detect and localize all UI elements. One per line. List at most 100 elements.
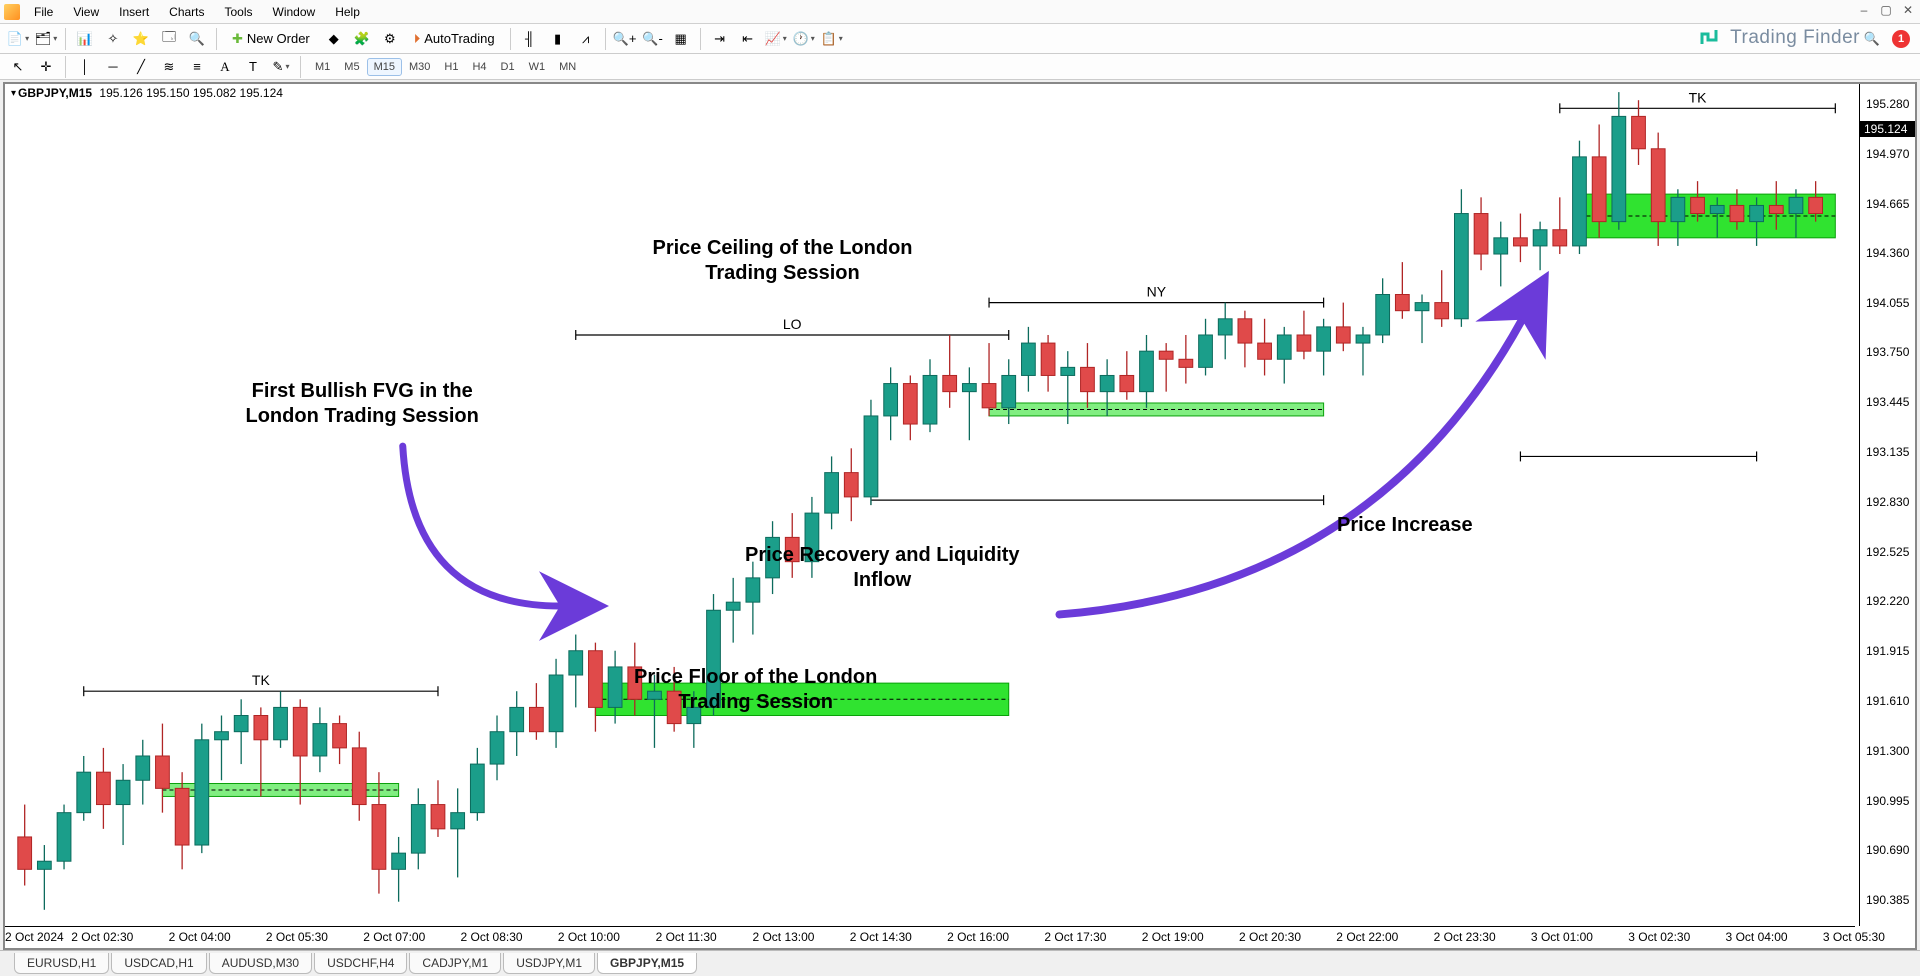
profiles-button[interactable]: 🗂▾ <box>34 27 58 51</box>
brand-logo-icon <box>1698 26 1722 50</box>
x-tick: 2 Oct 20:30 <box>1239 930 1301 944</box>
y-axis: 195.280194.970194.665194.360194.055193.7… <box>1859 84 1915 926</box>
x-tick: 2 Oct 11:30 <box>656 930 717 944</box>
metaquotes-button[interactable]: ◆ <box>322 27 346 51</box>
tab-usdchf-h4[interactable]: USDCHF,H4 <box>314 953 407 974</box>
y-tick: 193.750 <box>1866 345 1909 359</box>
trendline-button[interactable]: ╱ <box>129 55 153 79</box>
timeframe-m5[interactable]: M5 <box>337 58 366 76</box>
y-tick: 195.280 <box>1866 97 1909 111</box>
svg-text:TK: TK <box>1689 89 1708 105</box>
autotrading-button[interactable]: ⏵ AutoTrading <box>406 27 503 51</box>
svg-text:LO: LO <box>783 316 802 332</box>
objects-button[interactable]: ✎▾ <box>269 55 293 79</box>
new-doc-button[interactable]: 📄▾ <box>6 27 30 51</box>
menu-help[interactable]: Help <box>325 3 370 21</box>
chart-window: ▾ GBPJPY,M15 195.126 195.150 195.082 195… <box>3 82 1917 950</box>
menu-insert[interactable]: Insert <box>109 3 159 21</box>
line-chart-button[interactable]: ⩘ <box>574 27 598 51</box>
search-button[interactable]: 🔍 <box>1860 27 1884 51</box>
autotrading-label: AutoTrading <box>424 31 494 46</box>
text-button[interactable]: A <box>213 55 237 79</box>
menu-file[interactable]: File <box>24 3 63 21</box>
data-window-button[interactable]: ⭐ <box>129 27 153 51</box>
zoom-out-button[interactable]: 🔍- <box>641 27 665 51</box>
zoom-in-button[interactable]: 🔍+ <box>613 27 637 51</box>
brand-text: Trading Finder <box>1730 27 1860 49</box>
notification-badge[interactable]: 1 <box>1892 30 1910 48</box>
tab-eurusd-h1[interactable]: EURUSD,H1 <box>14 953 109 974</box>
new-order-button[interactable]: ✚ New Order <box>224 27 318 51</box>
textlabel-button[interactable]: T <box>241 55 265 79</box>
x-tick: 3 Oct 05:30 <box>1823 930 1885 944</box>
x-tick: 2 Oct 10:00 <box>558 930 620 944</box>
crosshair-button[interactable]: ✛ <box>34 55 58 79</box>
periodicity-button[interactable]: 🕐▾ <box>792 27 816 51</box>
x-tick: 3 Oct 04:00 <box>1726 930 1788 944</box>
close-button[interactable]: ✕ <box>1900 2 1916 18</box>
menu-tools[interactable]: Tools <box>215 3 263 21</box>
chart-ohlc: 195.126 195.150 195.082 195.124 <box>99 86 283 100</box>
shift-button[interactable]: ⇥ <box>708 27 732 51</box>
minimize-button[interactable]: – <box>1856 2 1872 18</box>
strategy-tester-button[interactable]: 🔍 <box>185 27 209 51</box>
y-tick: 194.055 <box>1866 296 1909 310</box>
hline-button[interactable]: ─ <box>101 55 125 79</box>
menu-window[interactable]: Window <box>263 3 326 21</box>
timeframe-w1[interactable]: W1 <box>522 58 553 76</box>
chart-area[interactable]: TKLONYTK First Bullish FVG in theLondon … <box>5 84 1855 926</box>
x-tick: 2 Oct 14:30 <box>850 930 912 944</box>
x-tick: 2 Oct 17:30 <box>1044 930 1106 944</box>
current-price-label: 195.124 <box>1860 121 1915 137</box>
y-tick: 191.610 <box>1866 694 1909 708</box>
timeframe-h4[interactable]: H4 <box>465 58 493 76</box>
cursor-button[interactable]: ↖ <box>6 55 30 79</box>
brand: Trading Finder <box>1698 26 1860 50</box>
options-button[interactable]: ⚙ <box>378 27 402 51</box>
templates-button[interactable]: 📋▾ <box>820 27 844 51</box>
channel-button[interactable]: ≋ <box>157 55 181 79</box>
x-tick: 2 Oct 07:00 <box>363 930 425 944</box>
market-watch-button[interactable]: 📊 <box>73 27 97 51</box>
tab-gbpjpy-m15[interactable]: GBPJPY,M15 <box>597 953 697 974</box>
timeframe-mn[interactable]: MN <box>552 58 583 76</box>
chart-title[interactable]: ▾ GBPJPY,M15 195.126 195.150 195.082 195… <box>11 86 283 100</box>
expert-advisors-button[interactable]: 🧩 <box>350 27 374 51</box>
y-tick: 192.830 <box>1866 495 1909 509</box>
timeframe-h1[interactable]: H1 <box>437 58 465 76</box>
maximize-button[interactable]: ▢ <box>1878 2 1894 18</box>
menu-bar: FileViewInsertChartsToolsWindowHelp – ▢ … <box>0 0 1920 24</box>
tab-usdcad-h1[interactable]: USDCAD,H1 <box>111 953 206 974</box>
terminal-button[interactable]: 🗔 <box>157 27 181 51</box>
chart-menu-icon[interactable]: ▾ <box>11 88 16 99</box>
x-tick: 2 Oct 22:00 <box>1336 930 1398 944</box>
y-tick: 190.995 <box>1866 794 1909 808</box>
y-tick: 190.690 <box>1866 843 1909 857</box>
timeframe-m1[interactable]: M1 <box>308 58 337 76</box>
timeframe-d1[interactable]: D1 <box>494 58 522 76</box>
bar-chart-button[interactable]: ╢ <box>518 27 542 51</box>
indicators-button[interactable]: 📈▾ <box>764 27 788 51</box>
x-tick: 2 Oct 19:00 <box>1142 930 1204 944</box>
tab-usdjpy-m1[interactable]: USDJPY,M1 <box>503 953 595 974</box>
timeframe-m15[interactable]: M15 <box>367 58 402 76</box>
navigator-button[interactable]: ✧ <box>101 27 125 51</box>
chart-tabs: EURUSD,H1USDCAD,H1AUDUSD,M30USDCHF,H4CAD… <box>0 950 1920 974</box>
x-tick: 2 Oct 16:00 <box>947 930 1009 944</box>
x-tick: 3 Oct 02:30 <box>1628 930 1690 944</box>
autoscroll-button[interactable]: ⇤ <box>736 27 760 51</box>
y-tick: 194.665 <box>1866 197 1909 211</box>
fibo-button[interactable]: ≡ <box>185 55 209 79</box>
vline-button[interactable]: │ <box>73 55 97 79</box>
tab-audusd-m30[interactable]: AUDUSD,M30 <box>209 953 312 974</box>
svg-text:NY: NY <box>1147 284 1166 300</box>
y-tick: 192.220 <box>1866 594 1909 608</box>
menu-view[interactable]: View <box>63 3 109 21</box>
timeframe-m30[interactable]: M30 <box>402 58 437 76</box>
y-tick: 190.385 <box>1866 893 1909 907</box>
menu-charts[interactable]: Charts <box>159 3 214 21</box>
tab-cadjpy-m1[interactable]: CADJPY,M1 <box>409 953 501 974</box>
x-tick: 2 Oct 23:30 <box>1434 930 1496 944</box>
candle-chart-button[interactable]: ▮ <box>546 27 570 51</box>
arrange-button[interactable]: ▦ <box>669 27 693 51</box>
